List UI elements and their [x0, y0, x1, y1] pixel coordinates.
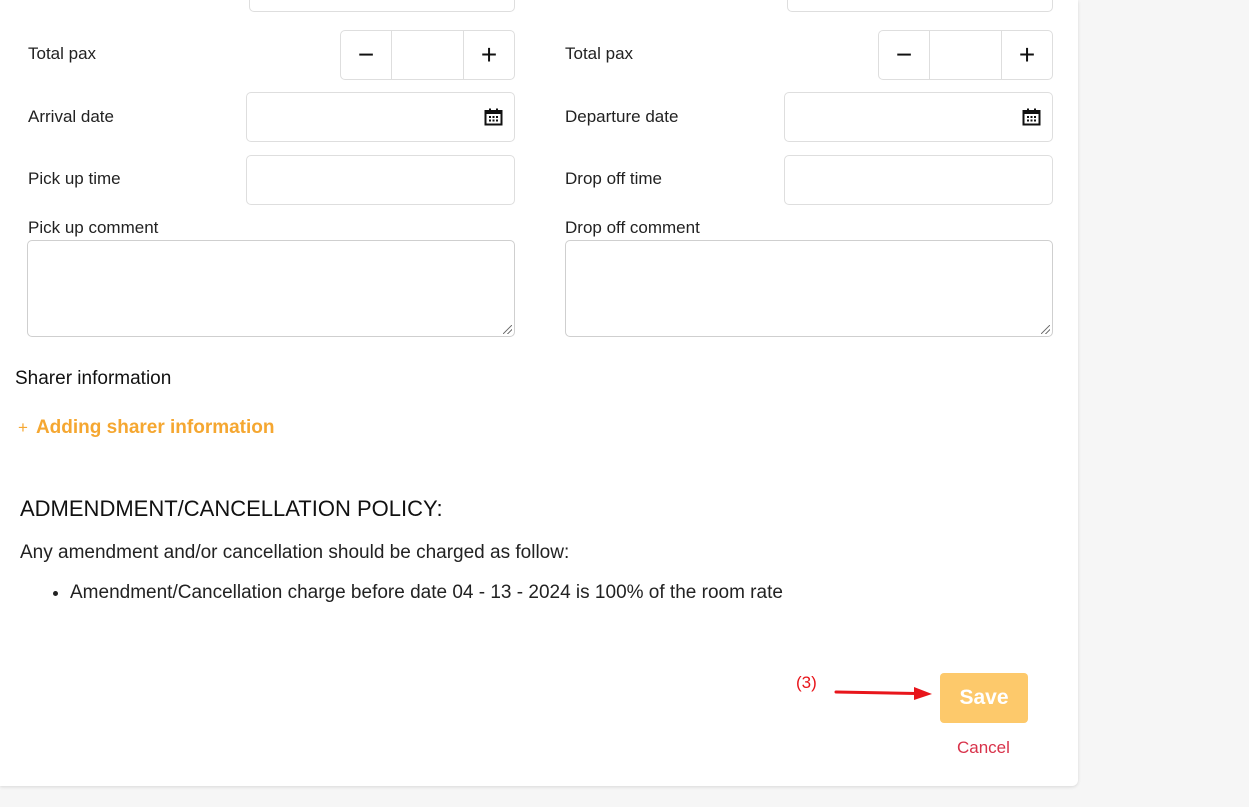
input-partial-left[interactable] [249, 0, 515, 12]
resize-handle-icon[interactable] [1041, 325, 1050, 334]
save-button[interactable]: Save [940, 673, 1028, 723]
sharer-section-title: Sharer information [15, 368, 172, 389]
step-annotation-label: (3) [796, 673, 817, 692]
pax-value-input[interactable] [929, 31, 1002, 79]
pickup-time-label: Pick up time [28, 169, 121, 188]
add-sharer-label: Adding sharer information [35, 417, 275, 438]
policy-list: Amendment/Cancellation charge before dat… [70, 582, 783, 604]
decrement-button[interactable]: − [895, 39, 913, 70]
policy-item: Amendment/Cancellation charge before dat… [70, 582, 783, 604]
pickup-time-input[interactable] [246, 155, 515, 205]
arrival-date-label: Arrival date [28, 107, 114, 126]
decrement-button[interactable]: − [357, 39, 375, 70]
left-pax-stepper: − + [340, 30, 515, 80]
total-pax-label: Total pax [28, 44, 97, 63]
arrival-date-input[interactable] [246, 92, 515, 142]
increment-button[interactable]: + [1018, 39, 1036, 70]
dropoff-time-input[interactable] [784, 155, 1053, 205]
total-pax-label-right: Total pax [565, 44, 634, 63]
calendar-icon[interactable] [484, 108, 503, 126]
calendar-icon[interactable] [1022, 108, 1041, 126]
input-partial-right[interactable] [787, 0, 1053, 12]
plus-icon: + [18, 418, 28, 437]
policy-intro: Any amendment and/or cancellation should… [20, 542, 570, 563]
dropoff-time-label: Drop off time [565, 169, 663, 188]
annotation-arrow-icon [834, 687, 932, 700]
right-pax-stepper: − + [878, 30, 1053, 80]
policy-title: ADMENDMENT/CANCELLATION POLICY: [20, 496, 443, 521]
dropoff-comment-textarea[interactable] [565, 240, 1053, 337]
resize-handle-icon[interactable] [503, 325, 512, 334]
add-sharer-link[interactable]: + Adding sharer information [18, 417, 275, 439]
pickup-comment-textarea[interactable] [27, 240, 515, 337]
booking-form-card: Total pax − + Arrival date Pick up time … [0, 0, 1078, 786]
dropoff-comment-label: Drop off comment [565, 218, 700, 237]
departure-date-input[interactable] [784, 92, 1053, 142]
increment-button[interactable]: + [480, 39, 498, 70]
pickup-comment-label: Pick up comment [28, 218, 159, 237]
departure-date-label: Departure date [565, 107, 679, 126]
cancel-link[interactable]: Cancel [957, 738, 1010, 757]
pax-value-input[interactable] [391, 31, 464, 79]
